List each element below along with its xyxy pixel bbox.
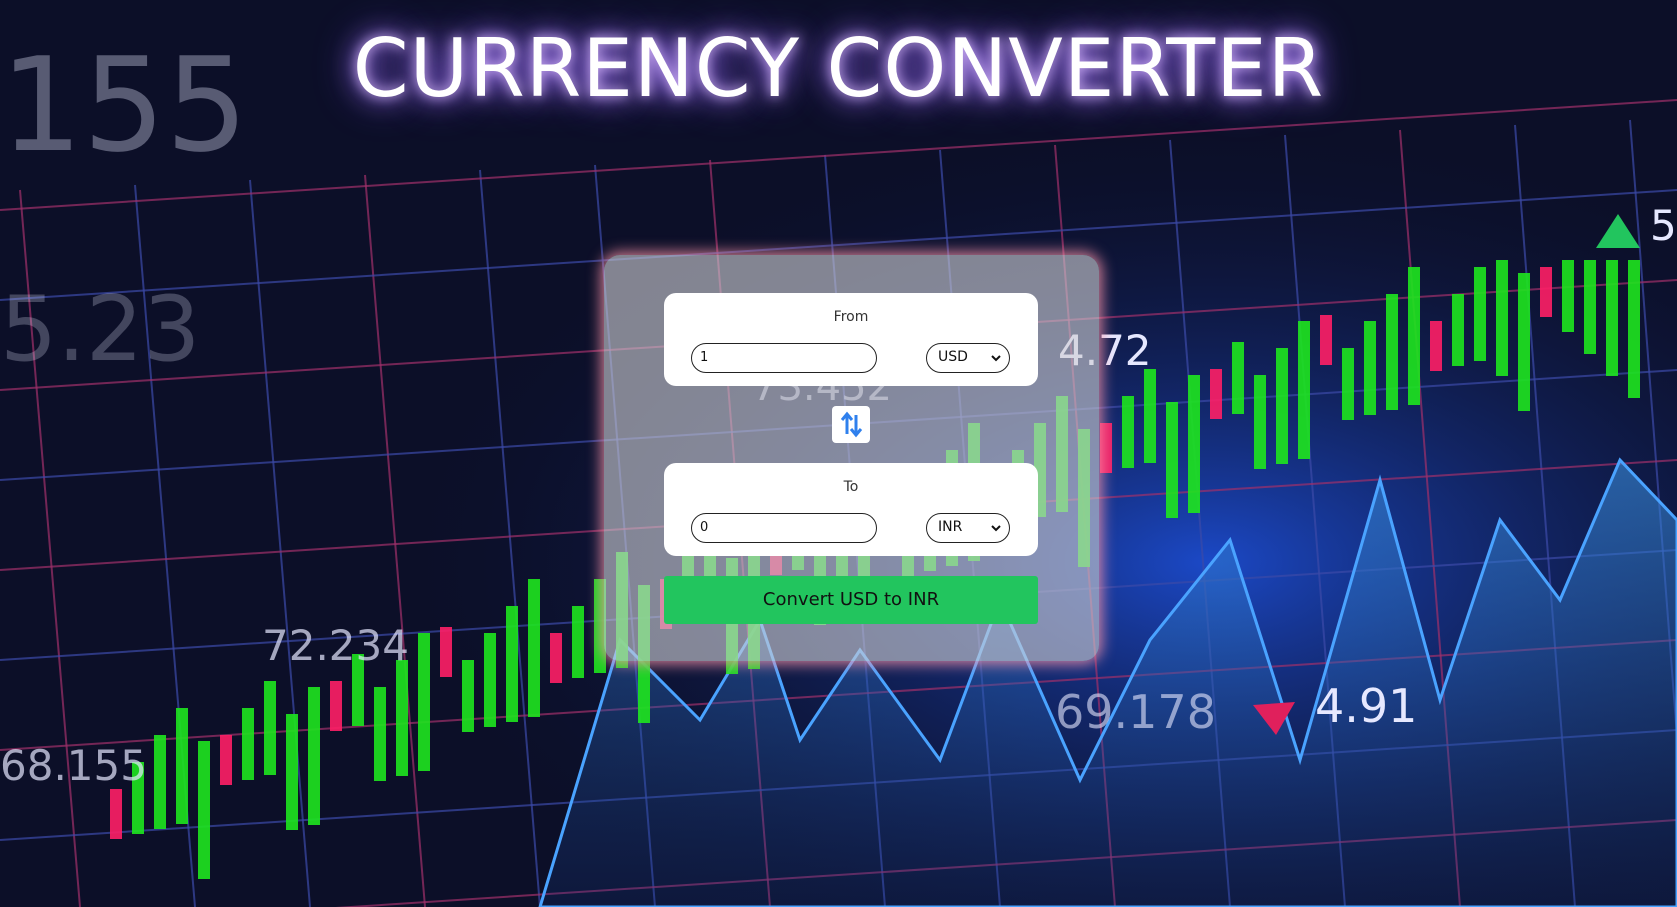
candle: [242, 708, 254, 780]
candle: [1518, 273, 1530, 411]
to-box: To 0 INR: [664, 463, 1038, 556]
candle: [1408, 267, 1420, 405]
to-currency-select[interactable]: INR: [926, 513, 1010, 543]
candle: [220, 735, 232, 785]
background-number: 72.234: [262, 621, 409, 670]
candle: [1562, 260, 1574, 332]
to-currency: INR: [938, 519, 963, 535]
candle: [154, 735, 166, 829]
background-number: 5: [1650, 201, 1677, 250]
candle: [528, 579, 540, 717]
candle: [1364, 321, 1376, 415]
candle: [1188, 375, 1200, 513]
candle: [308, 687, 320, 825]
candle: [1452, 294, 1464, 366]
candle: [484, 633, 496, 727]
from-amount-input[interactable]: 1: [691, 343, 877, 373]
from-currency: USD: [938, 349, 968, 365]
candle: [1584, 260, 1596, 354]
swap-icon: [840, 411, 863, 438]
candle: [1210, 369, 1222, 419]
from-currency-select[interactable]: USD: [926, 343, 1010, 373]
grid-line: [249, 179, 311, 907]
candle: [506, 606, 518, 722]
candle: [1606, 260, 1618, 376]
candle: [440, 627, 452, 677]
dropdown-arrow: [991, 355, 1001, 362]
candle: [352, 654, 364, 726]
candle: [594, 579, 606, 673]
candle: [1430, 321, 1442, 371]
candle: [1386, 294, 1398, 410]
candle: [286, 714, 298, 830]
candle: [550, 633, 562, 683]
grid-line: [364, 174, 426, 907]
candle: [1100, 423, 1112, 473]
background-number: 68.155: [0, 741, 147, 790]
converter-card: From 1 USD To 0 INR Convert USD to INR: [604, 255, 1099, 661]
candle: [1166, 402, 1178, 518]
grid-line: [0, 189, 1677, 301]
candle: [1540, 267, 1552, 317]
candle: [330, 681, 342, 731]
candle: [176, 708, 188, 824]
grid-line: [0, 99, 1677, 211]
candle: [1276, 348, 1288, 464]
candle: [198, 741, 210, 879]
to-amount-input[interactable]: 0: [691, 513, 877, 543]
background-number: 4.91: [1315, 679, 1417, 733]
candle: [1320, 315, 1332, 365]
candle: [1122, 396, 1134, 468]
grid-line: [479, 169, 541, 907]
from-box: From 1 USD: [664, 293, 1038, 386]
grid-line: [19, 189, 81, 907]
candle: [1342, 348, 1354, 420]
candle: [1628, 260, 1640, 398]
candle: [1298, 321, 1310, 459]
candle: [1254, 375, 1266, 469]
background-number: 5.23: [0, 277, 200, 382]
candle: [1496, 260, 1508, 376]
candle: [418, 633, 430, 771]
candle: [1232, 342, 1244, 414]
candle: [462, 660, 474, 732]
from-label: From: [833, 309, 869, 325]
candle: [264, 681, 276, 775]
candle: [396, 660, 408, 776]
swap-button[interactable]: [832, 406, 870, 443]
convert-button[interactable]: Convert USD to INR: [664, 576, 1038, 624]
candle: [132, 762, 144, 834]
dropdown-arrow: [991, 525, 1001, 532]
candle: [1474, 267, 1486, 361]
candle: [572, 606, 584, 678]
to-label: To: [843, 479, 859, 495]
candle: [110, 789, 122, 839]
page-title: CURRENCY CONVERTER: [352, 22, 1325, 115]
background-number: 155: [0, 29, 248, 181]
background-number: 69.178: [1055, 685, 1216, 739]
candle: [1144, 369, 1156, 463]
candle: [374, 687, 386, 781]
